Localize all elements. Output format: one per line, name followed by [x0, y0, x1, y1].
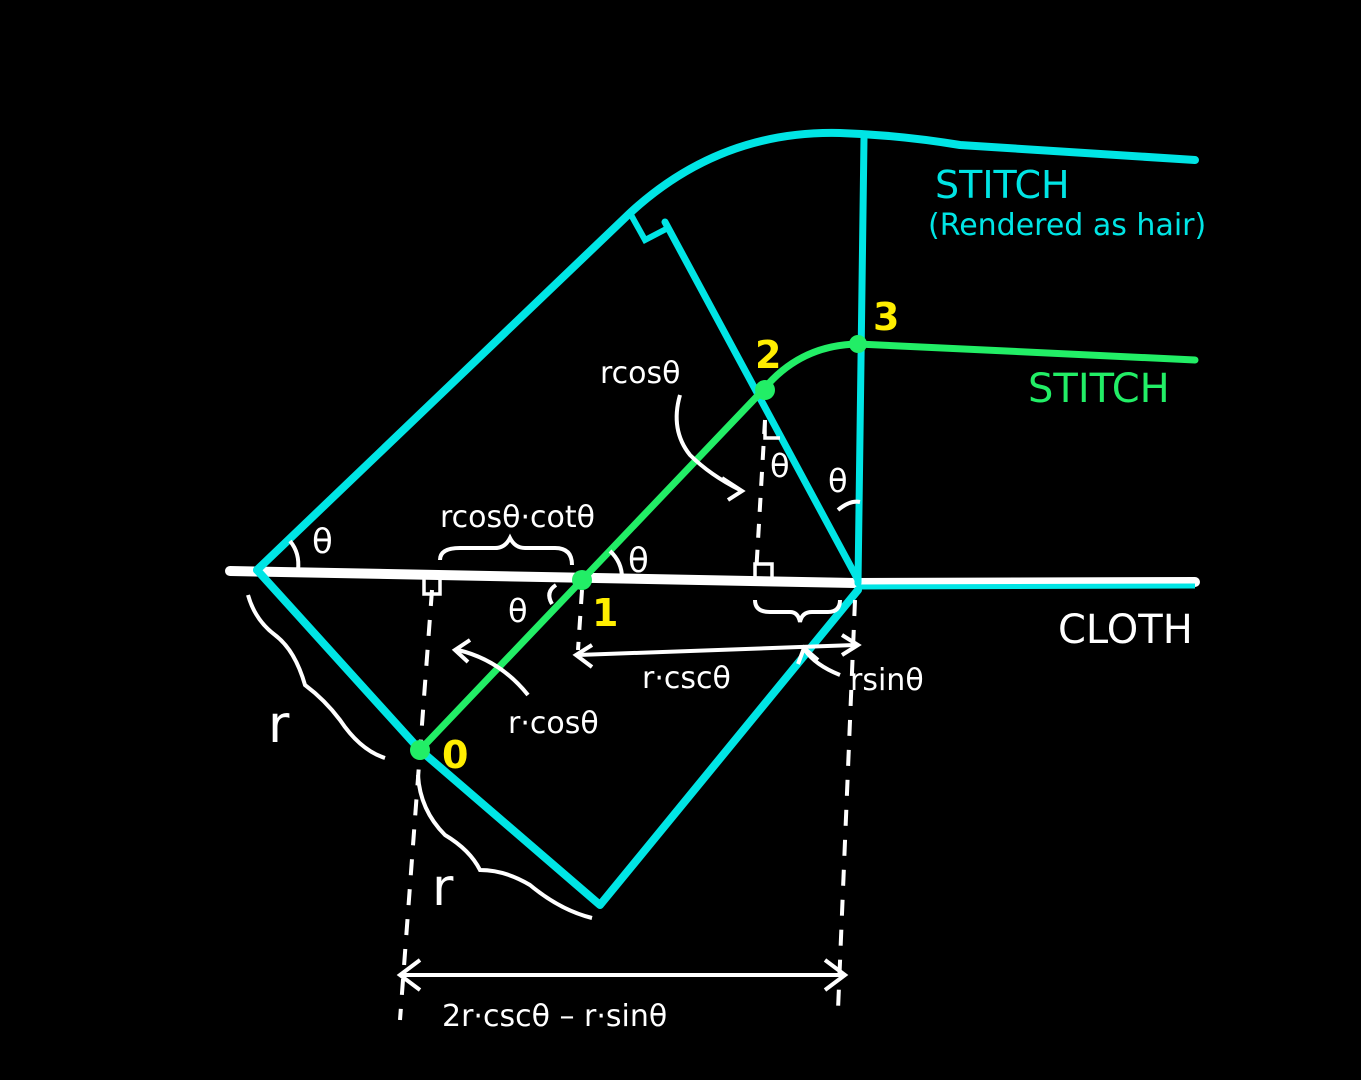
arrow-rcsc	[577, 643, 856, 657]
perpendicular-line	[661, 218, 862, 584]
point-3-label: 3	[873, 295, 899, 339]
angle-label-point1-lower: θ	[508, 592, 528, 630]
dashed-line-right	[836, 599, 857, 1011]
dashed-line-left	[398, 589, 434, 1021]
label-rcsc: r·cscθ	[642, 661, 731, 696]
angle-label-right: θ	[828, 462, 848, 500]
label-r-bottom: r	[432, 858, 454, 918]
cloth-line	[225, 566, 1200, 589]
point-0-marker	[410, 740, 430, 760]
right-angle-marker-right	[753, 562, 774, 580]
vertical-line	[854, 134, 868, 587]
angle-arc-left	[288, 539, 301, 571]
arrow-total-head-right	[823, 958, 849, 992]
brace-r-left	[246, 594, 386, 760]
label-r-left: r	[268, 695, 290, 755]
dashed-line-point1	[576, 589, 584, 651]
right-angle-marker-top	[627, 211, 670, 245]
cloth-title: CLOTH	[1058, 607, 1193, 653]
hair-lower-rect	[253, 566, 862, 909]
brace-rsin	[753, 599, 842, 623]
point-0-label: 0	[442, 733, 468, 777]
point-2-marker	[755, 380, 775, 400]
label-rcos-lower: r·cosθ	[508, 706, 599, 741]
right-angle-marker-point2	[763, 420, 780, 440]
hair-base-right	[857, 583, 1196, 590]
label-rcos-top: rcosθ	[600, 356, 681, 391]
angle-arc-point1-lower	[547, 583, 558, 606]
label-total-width: 2r·cscθ – r·sinθ	[442, 999, 667, 1034]
arrow-rcsc-head-right	[840, 633, 862, 657]
angle-arc-right	[836, 499, 861, 512]
hair-outer-boundary	[253, 128, 1199, 574]
dashed-line-point2	[754, 419, 767, 576]
arrow-rcos-top-head	[720, 476, 746, 502]
angle-label-point1-upper: θ	[628, 541, 649, 581]
label-rsin: rsinθ	[850, 663, 924, 698]
stitch-title: STITCH	[1028, 366, 1170, 412]
point-3-marker	[849, 335, 867, 353]
angle-label-point2: θ	[770, 447, 790, 485]
arrow-rcos-lower-head	[451, 638, 472, 664]
arrow-rcos-lower	[457, 648, 530, 697]
arrow-rcsc-head-left	[572, 643, 594, 669]
right-angle-marker-left	[422, 575, 442, 596]
brace-rcoscot	[438, 533, 574, 566]
brace-r-bottom	[416, 774, 593, 920]
angle-arc-point1	[608, 549, 624, 579]
angle-label-left: θ	[312, 522, 333, 562]
point-2-label: 2	[755, 333, 781, 377]
stitch-hair-title: STITCH	[935, 163, 1070, 207]
stitch-hair-subtitle: (Rendered as hair)	[928, 208, 1206, 243]
point-1-label: 1	[592, 591, 618, 635]
point-1-marker	[572, 570, 592, 590]
label-rcoscot: rcosθ·cotθ	[440, 500, 595, 535]
arrow-total-head-left	[396, 958, 422, 992]
